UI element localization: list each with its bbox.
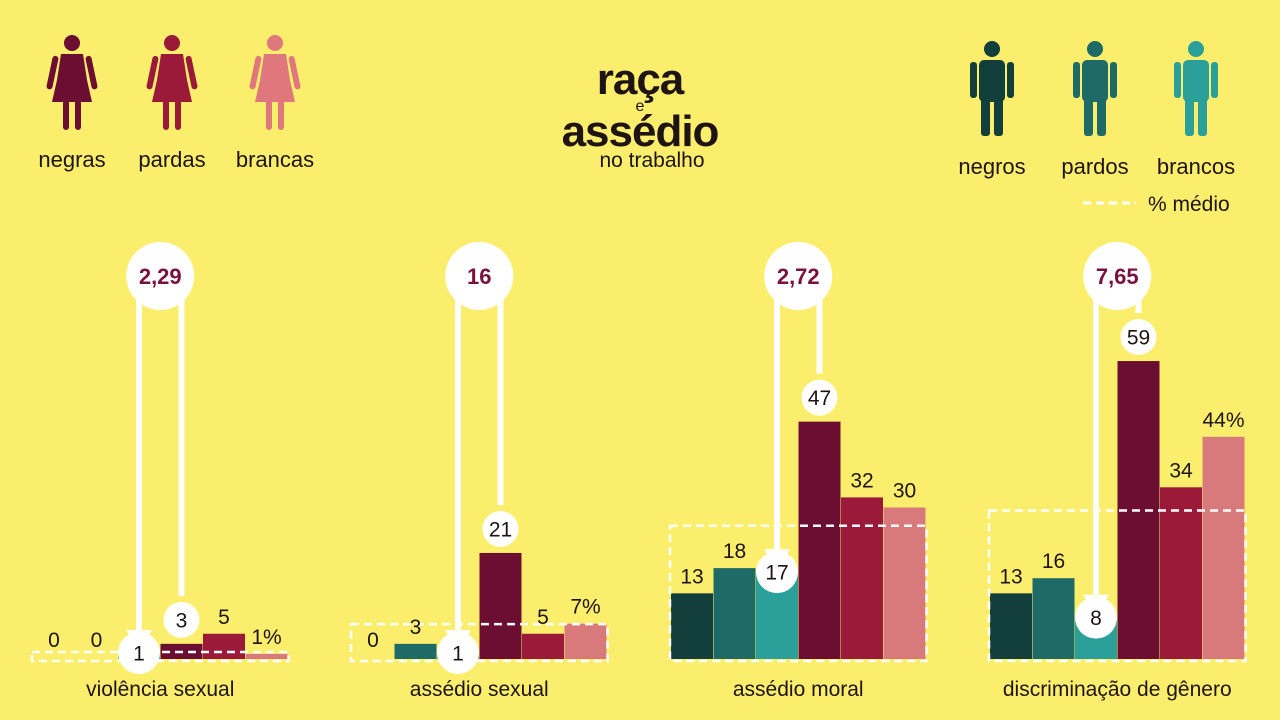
value-label-pardas-violência-sexual: 5 [218, 606, 230, 629]
bar-pardas-assédio-sexual [522, 633, 564, 659]
value-label-negros-discriminação-de-gênero: 13 [999, 565, 1022, 588]
average-box-assédio-moral [668, 524, 928, 663]
ratio-label-assédio-sexual: 16 [445, 242, 514, 310]
man-brancos-icon [1174, 41, 1218, 136]
legend-label-brancas: brancas [236, 147, 314, 172]
value-label-brancos-discriminação-de-gênero: 8 [1075, 596, 1117, 639]
bar-pardas-discriminação-de-gênero [1160, 487, 1202, 659]
svg-text:59: 59 [1127, 327, 1150, 350]
value-label-negras-discriminação-de-gênero: 59 [1120, 319, 1157, 356]
bar-pardos-assédio-moral [713, 568, 756, 659]
bar-brancas-discriminação-de-gênero [1202, 436, 1245, 659]
value-label-brancas-assédio-moral: 30 [893, 480, 916, 503]
svg-text:21: 21 [489, 519, 512, 542]
legend-label-negros: negros [958, 154, 1025, 179]
value-label-pardos-discriminação-de-gênero: 16 [1042, 550, 1065, 573]
ratio-label-violência-sexual: 2,29 [126, 242, 195, 310]
value-label-pardos-assédio-moral: 18 [723, 540, 746, 563]
bar-pardos-assédio-sexual [394, 643, 437, 659]
bar-pardas-violência-sexual [203, 633, 245, 659]
svg-text:2,72: 2,72 [777, 264, 820, 289]
ratio-label-discriminação-de-gênero: 7,65 [1083, 242, 1152, 310]
svg-text:1: 1 [452, 643, 464, 666]
bar-brancas-violência-sexual [245, 653, 288, 659]
value-label-negros-violência-sexual: 0 [48, 629, 60, 652]
category-label-assédio-moral: assédio moral [733, 678, 864, 701]
svg-text:47: 47 [808, 387, 831, 410]
value-label-brancos-assédio-sexual: 1 [437, 631, 479, 674]
category-label-assédio-sexual: assédio sexual [410, 678, 549, 701]
legend-label-pardas: pardas [138, 147, 205, 172]
title-line-2: e [635, 98, 645, 115]
legend-label-brancos: brancos [1157, 154, 1235, 179]
value-label-pardas-assédio-sexual: 5 [537, 606, 549, 629]
category-label-violência-sexual: violência sexual [86, 678, 234, 701]
legend-label-negras: negras [38, 147, 105, 172]
value-label-pardos-assédio-sexual: 3 [410, 616, 422, 639]
value-label-brancas-assédio-sexual: 7% [570, 596, 600, 619]
man-pardos-icon [1073, 41, 1117, 136]
bar-pardos-discriminação-de-gênero [1032, 578, 1075, 659]
category-label-discriminação-de-gênero: discriminação de gênero [1003, 678, 1232, 701]
bar-negros-assédio-moral [671, 593, 713, 659]
svg-text:2,29: 2,29 [139, 264, 182, 289]
bar-negras-assédio-moral [798, 421, 841, 659]
legend-label-pardos: pardos [1061, 154, 1128, 179]
legend: negras pardas brancas negros pardos brancos % … [38, 35, 1235, 216]
title-line-3: assédio [561, 107, 720, 156]
legend-average-label: % médio [1148, 193, 1230, 216]
value-label-brancas-violência-sexual: 1% [251, 626, 281, 649]
bar-brancas-assédio-sexual [564, 623, 607, 659]
man-negros-icon [970, 41, 1014, 136]
svg-text:7,65: 7,65 [1096, 264, 1139, 289]
average-box-assédio-sexual [349, 622, 609, 663]
value-label-brancas-discriminação-de-gênero: 44% [1202, 409, 1244, 432]
average-box-violência-sexual [30, 650, 290, 663]
value-label-brancos-violência-sexual: 1 [118, 631, 160, 674]
value-label-negras-assédio-moral: 47 [801, 379, 838, 416]
value-label-pardas-discriminação-de-gênero: 34 [1169, 459, 1193, 482]
value-label-pardos-violência-sexual: 0 [91, 629, 103, 652]
bar-pardas-assédio-moral [841, 497, 883, 659]
value-label-brancos-assédio-moral: 17 [756, 551, 798, 594]
woman-negras-icon [46, 35, 98, 130]
average-box-discriminação-de-gênero [987, 509, 1247, 663]
woman-brancas-icon [249, 35, 301, 130]
svg-text:1: 1 [133, 643, 145, 666]
value-label-negros-assédio-moral: 13 [680, 565, 703, 588]
svg-text:16: 16 [467, 264, 491, 289]
bar-negros-discriminação-de-gênero [990, 593, 1032, 659]
woman-pardas-icon [146, 35, 198, 130]
chart-title: raça e assédio no trabalho [540, 58, 740, 172]
bar-brancas-assédio-moral [883, 507, 926, 659]
title-line-4: no trabalho [599, 149, 705, 172]
value-label-negros-assédio-sexual: 0 [367, 629, 379, 652]
value-label-negras-assédio-sexual: 21 [482, 510, 519, 547]
ratio-label-assédio-moral: 2,72 [764, 242, 833, 310]
bar-negras-assédio-sexual [479, 552, 522, 659]
svg-text:8: 8 [1090, 607, 1102, 630]
value-label-pardas-assédio-moral: 32 [850, 469, 873, 492]
title-line-1: raça [596, 55, 685, 104]
value-label-negras-violência-sexual: 3 [163, 601, 200, 638]
svg-text:17: 17 [765, 562, 788, 585]
svg-text:3: 3 [176, 609, 188, 632]
